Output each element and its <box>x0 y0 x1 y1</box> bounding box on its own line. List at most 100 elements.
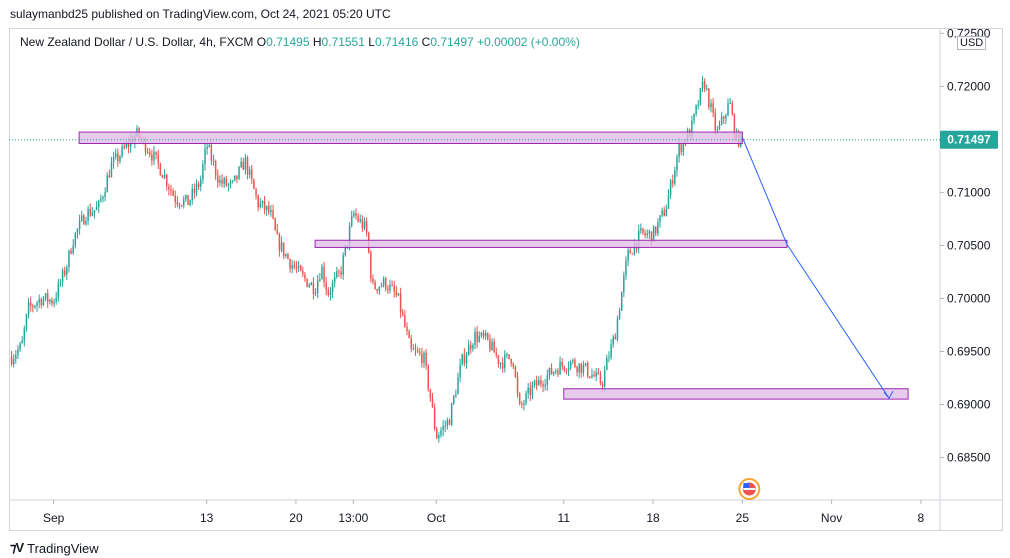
candle-body <box>642 228 644 234</box>
candle-body <box>327 290 330 296</box>
candle-body <box>219 179 221 183</box>
candle-body <box>355 213 357 217</box>
candle-body <box>91 212 94 216</box>
candle-body <box>601 383 604 387</box>
candle-body <box>80 215 83 221</box>
candle-body <box>276 230 279 235</box>
candle-body <box>548 367 551 376</box>
candle-body <box>180 205 183 207</box>
price-tick-label: 0.71000 <box>947 185 991 199</box>
high-value: 0.71551 <box>321 35 365 49</box>
candle-body <box>144 138 147 153</box>
candle-body <box>319 279 321 281</box>
candle-body <box>404 314 406 327</box>
candle-body <box>533 380 536 386</box>
candle-body <box>446 420 449 426</box>
candle-body <box>121 146 123 157</box>
candle-body <box>470 344 472 350</box>
candle-body <box>493 341 495 353</box>
candle-body <box>453 396 455 404</box>
candle-body <box>83 215 85 225</box>
candle-body <box>170 189 172 191</box>
candle-body <box>518 393 521 404</box>
candle-body <box>348 226 351 246</box>
candle-body <box>559 361 561 375</box>
candle-body <box>229 181 232 185</box>
low-label: L <box>368 35 375 49</box>
candle-body <box>93 210 96 213</box>
candle-body <box>646 233 648 236</box>
candle-body <box>102 196 104 199</box>
last-price-tag <box>940 130 998 149</box>
last-price-tag-label: 0.71497 <box>947 133 991 147</box>
candle-body <box>399 293 402 313</box>
candle-body <box>531 385 534 396</box>
price-tick-label: 0.69500 <box>947 345 991 359</box>
candle-body <box>718 124 721 130</box>
candle-body <box>259 203 262 208</box>
candle-body <box>716 129 719 131</box>
candle-body <box>227 184 230 186</box>
candle-body <box>408 331 410 339</box>
candle-body <box>340 271 342 275</box>
candle-body <box>316 280 319 294</box>
candle-body <box>155 151 157 155</box>
candle-body <box>671 180 674 184</box>
candle-body <box>231 180 234 182</box>
candle-body <box>389 284 391 291</box>
candle-body <box>268 205 270 213</box>
candle-body <box>163 174 166 178</box>
candle-body <box>174 195 177 202</box>
candle-body <box>208 145 211 147</box>
price-tick-label: 0.68500 <box>947 451 991 465</box>
candle-body <box>580 363 583 373</box>
candle-body <box>472 345 474 350</box>
candle-body <box>372 278 374 283</box>
candle-body <box>540 380 542 385</box>
candle-body <box>261 200 264 204</box>
candle-body <box>146 152 149 154</box>
candle-body <box>597 372 600 374</box>
candle-body <box>236 175 238 179</box>
candle-body <box>202 164 204 180</box>
candle-body <box>280 242 283 251</box>
tradingview-logo-icon: ⁊V <box>10 540 24 555</box>
candle-body <box>370 252 372 279</box>
time-tick-label: Sep <box>43 511 65 525</box>
candle-body <box>474 331 476 346</box>
candle-body <box>195 183 198 193</box>
candle-body <box>435 428 438 439</box>
candle-body <box>595 372 597 377</box>
candle-body <box>148 152 151 155</box>
candle-body <box>17 349 19 355</box>
candle-body <box>421 353 423 364</box>
candle-body <box>667 195 670 209</box>
currency-badge[interactable]: USD <box>957 36 987 50</box>
candle-body <box>112 156 115 163</box>
candle-body <box>185 194 187 200</box>
candle-body <box>304 274 306 279</box>
candle-body <box>499 362 502 364</box>
time-tick-label: 18 <box>646 511 660 525</box>
candle-body <box>68 250 70 268</box>
sr-zone <box>78 131 743 144</box>
candle-body <box>484 333 487 337</box>
candle-body <box>59 282 62 284</box>
candle-body <box>654 226 657 234</box>
candle-body <box>418 351 421 354</box>
us-flag-icon-band <box>743 488 756 490</box>
candle-body <box>401 312 404 315</box>
candle-body <box>523 403 525 405</box>
candle-body <box>350 215 353 227</box>
candle-body <box>567 367 570 371</box>
candle-body <box>51 299 53 304</box>
candle-body <box>691 120 693 137</box>
candle-body <box>682 141 685 153</box>
candle-body <box>640 228 642 231</box>
candle-body <box>240 161 242 167</box>
candle-body <box>501 362 504 369</box>
candle-body <box>623 275 625 292</box>
candle-body <box>246 157 249 175</box>
candle-body <box>440 430 442 436</box>
